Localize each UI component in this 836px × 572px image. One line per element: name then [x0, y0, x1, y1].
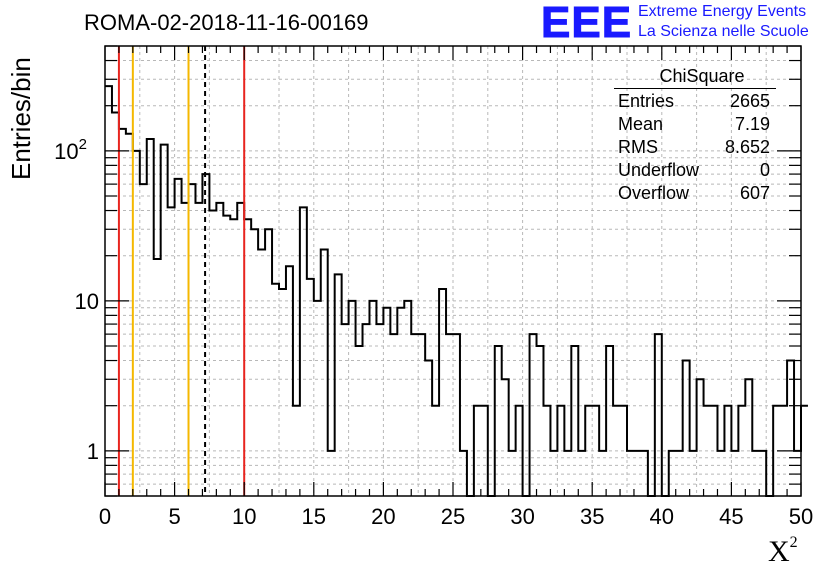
histogram-bin: [105, 86, 112, 496]
y-tick-label: 102: [54, 136, 87, 164]
x-tick-label: 15: [302, 504, 326, 529]
histogram-bin: [453, 334, 460, 496]
histogram-bin: [265, 229, 272, 496]
y-axis-label: Entries/bin: [6, 57, 36, 180]
stats-box: ChiSquare Entries 2665 Mean 7.19 RMS 8.652 …: [614, 66, 776, 206]
histogram-bin: [251, 229, 258, 496]
histogram-bin: [300, 207, 307, 496]
histogram-bin: [369, 301, 376, 496]
stats-value: 8.652: [724, 137, 770, 157]
histogram-bin: [175, 179, 182, 496]
histogram-bin: [745, 379, 752, 496]
histogram-bin: [530, 334, 537, 496]
histogram-bin: [606, 346, 613, 496]
histogram-bin: [349, 301, 356, 496]
histogram-bin: [363, 324, 370, 496]
x-axis-label: X2: [768, 534, 798, 569]
x-tick-label: 10: [232, 504, 256, 529]
stats-value: 7.19: [734, 114, 770, 134]
histogram-bin: [787, 361, 794, 496]
histogram-bin: [140, 184, 147, 496]
x-tick-label: 20: [371, 504, 395, 529]
histogram-bin: [195, 203, 202, 496]
stats-label: Entries: [618, 91, 675, 111]
histogram-bin: [209, 211, 216, 496]
histogram-bin: [411, 334, 418, 496]
stats-label: Overflow: [618, 183, 690, 203]
stats-value: 0: [759, 160, 770, 180]
x-axis-label-main: X: [768, 535, 790, 568]
logo-line-1: Extreme Energy Events: [638, 3, 807, 20]
stats-row: RMS 8.652: [614, 137, 776, 160]
histogram-bin: [307, 279, 314, 496]
stats-value: 2665: [729, 91, 770, 111]
x-axis-label-superscript: 2: [789, 534, 798, 551]
histogram-bin: [230, 219, 237, 496]
histogram-bin: [418, 334, 425, 496]
histogram-bin: [537, 346, 544, 496]
histogram-bin: [147, 139, 154, 496]
stats-row: Overflow 607: [614, 183, 776, 206]
histogram-bin: [425, 361, 432, 496]
x-tick-label: 50: [789, 504, 813, 529]
histogram-bin: [397, 308, 404, 496]
stats-title: ChiSquare: [659, 66, 745, 86]
x-tick-label: 40: [650, 504, 674, 529]
histogram-bin: [683, 361, 690, 496]
histogram-bin: [189, 184, 196, 496]
x-tick-label: 5: [168, 504, 180, 529]
histogram-bin: [801, 406, 808, 496]
stats-label: Mean: [618, 114, 664, 134]
chart-title: ROMA-02-2018-11-16-00169: [84, 10, 369, 35]
histogram-series: [105, 85, 808, 497]
histogram-bin: [571, 346, 578, 496]
histogram-bin: [383, 308, 390, 496]
histogram-bin: [244, 219, 251, 496]
histogram-bin: [223, 216, 230, 496]
logo-line-2: La Scienza nelle Scuole: [638, 23, 809, 40]
histogram-bin: [182, 203, 189, 496]
histogram-bin: [126, 134, 133, 496]
histogram-bin: [237, 203, 244, 496]
histogram-bin: [446, 334, 453, 496]
histogram-bin: [161, 145, 168, 496]
histogram-bin: [376, 324, 383, 496]
histogram-bin: [321, 249, 328, 496]
histogram-bin: [495, 346, 502, 496]
stats-row: Underflow 0: [614, 160, 776, 183]
x-tick-label: 0: [99, 504, 111, 529]
histogram-bin: [502, 379, 509, 496]
histogram-bin: [133, 151, 140, 496]
stats-divider: [614, 88, 776, 89]
histogram-bin: [390, 334, 397, 496]
histogram-bin: [404, 301, 411, 496]
x-tick-label: 35: [580, 504, 604, 529]
histogram-bin: [112, 113, 119, 496]
histogram-bin: [216, 203, 223, 496]
stats-label: RMS: [618, 137, 658, 157]
histogram-bin: [342, 324, 349, 496]
y-tick-label: 10: [75, 289, 99, 314]
eee-logo: EEE: [540, 0, 633, 48]
histogram-bin: [356, 346, 363, 496]
stats-label: Underflow: [618, 160, 700, 180]
x-tick-label: 25: [441, 504, 465, 529]
histogram-bin: [258, 249, 265, 496]
stats-row: Entries 2665: [614, 91, 776, 114]
stats-row: Mean 7.19: [614, 114, 776, 137]
histogram-bin: [168, 207, 175, 496]
histogram-bin: [697, 379, 704, 496]
y-tick-label: 1: [87, 439, 99, 464]
histogram-bin: [154, 259, 161, 496]
histogram-bin: [314, 301, 321, 496]
x-tick-label: 45: [719, 504, 743, 529]
stats-value: 607: [739, 183, 770, 203]
x-tick-label: 30: [510, 504, 534, 529]
histogram-bin: [655, 334, 662, 496]
